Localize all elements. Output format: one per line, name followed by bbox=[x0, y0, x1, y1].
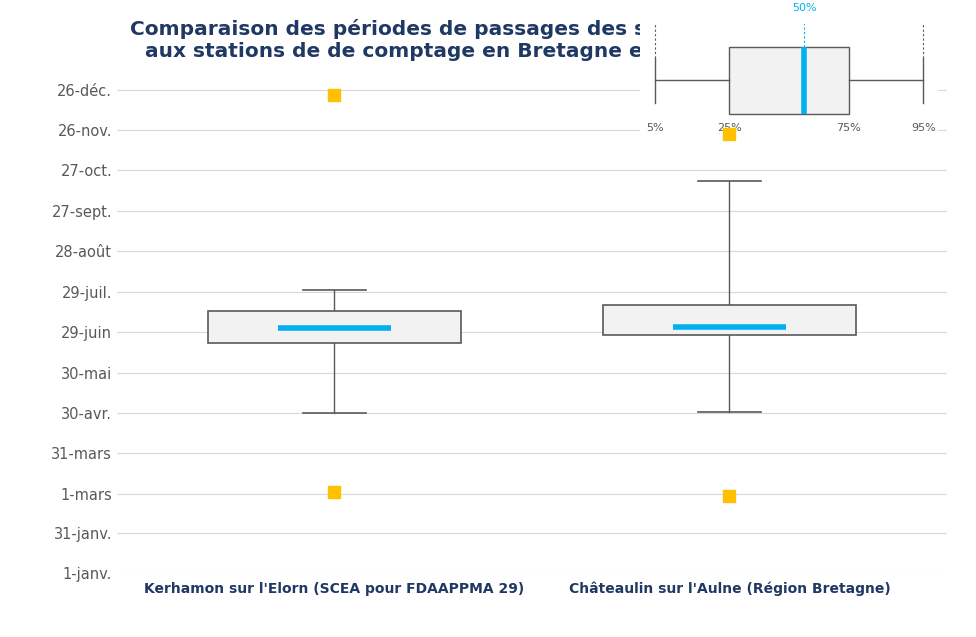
Text: Comparaison des périodes de passages des saumons
aux stations de de comptage en : Comparaison des périodes de passages des… bbox=[130, 19, 735, 61]
Bar bbox=[603, 305, 856, 335]
Bar bbox=[208, 311, 461, 343]
